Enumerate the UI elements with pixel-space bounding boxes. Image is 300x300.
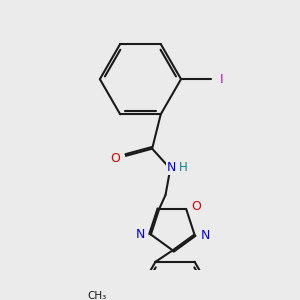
Text: O: O <box>192 200 202 213</box>
Text: N: N <box>200 229 210 242</box>
Text: I: I <box>220 73 224 86</box>
Text: CH₃: CH₃ <box>87 291 106 300</box>
Text: H: H <box>179 161 188 174</box>
Text: N: N <box>167 161 176 174</box>
Text: N: N <box>136 228 145 241</box>
Text: O: O <box>110 152 120 165</box>
